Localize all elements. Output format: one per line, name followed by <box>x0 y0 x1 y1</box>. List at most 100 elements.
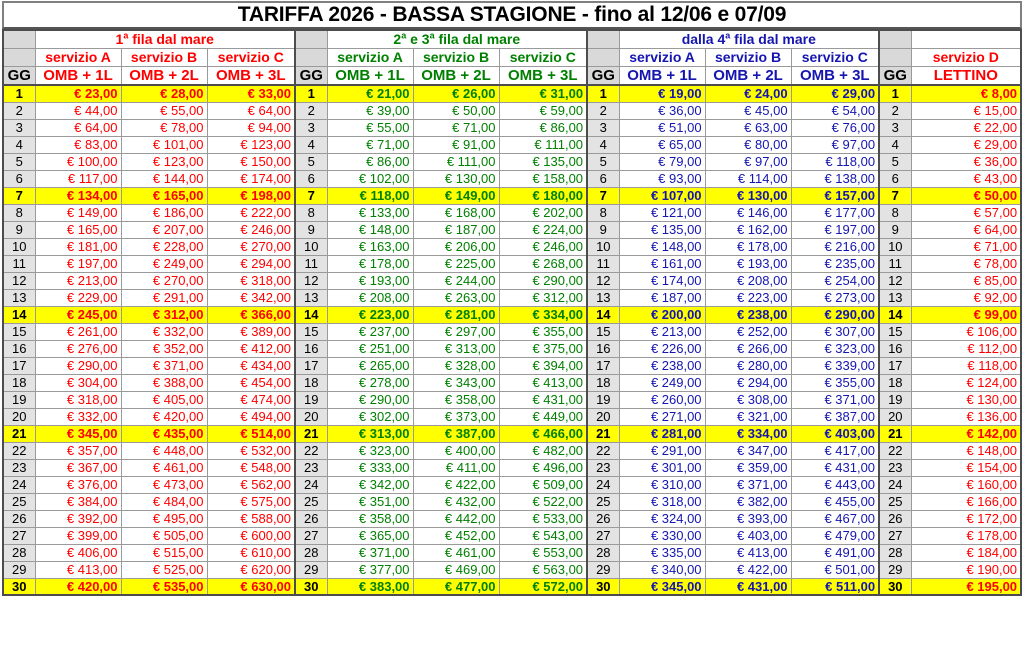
day-cell-fila4-4: 4 <box>586 135 620 154</box>
service-header-lettino-1: servizio D <box>910 47 1023 67</box>
price-cell-fila4-1-day27: € 330,00 <box>618 526 706 545</box>
price-cell-fila1-1-day25: € 384,00 <box>34 492 122 511</box>
price-cell-lettino-1-day15: € 106,00 <box>910 322 1023 341</box>
day-cell-fila23-16: 16 <box>294 339 328 358</box>
price-cell-fila4-1-day3: € 51,00 <box>618 118 706 137</box>
day-cell-fila23-29: 29 <box>294 560 328 579</box>
price-cell-fila1-2-day25: € 484,00 <box>120 492 208 511</box>
day-cell-fila4-20: 20 <box>586 407 620 426</box>
column-header-fila4-2: OMB + 2L <box>704 65 792 86</box>
group-label-lettino <box>910 29 1023 49</box>
price-cell-fila23-1-day16: € 251,00 <box>326 339 414 358</box>
price-cell-fila1-3-day19: € 474,00 <box>206 390 296 409</box>
service-gg-spacer-lettino <box>878 47 912 67</box>
day-cell-fila23-21: 21 <box>294 424 328 443</box>
price-cell-fila23-2-day16: € 313,00 <box>412 339 500 358</box>
price-cell-fila4-2-day25: € 382,00 <box>704 492 792 511</box>
service-header-fila4-3: servizio C <box>790 47 880 67</box>
service-header-fila23-1: servizio A <box>326 47 414 67</box>
price-cell-fila23-2-day23: € 411,00 <box>412 458 500 477</box>
price-cell-fila23-2-day30: € 477,00 <box>412 577 500 596</box>
day-cell-fila1-27: 27 <box>2 526 36 545</box>
price-cell-fila4-1-day2: € 36,00 <box>618 101 706 120</box>
day-cell-fila23-19: 19 <box>294 390 328 409</box>
price-cell-fila23-1-day11: € 178,00 <box>326 254 414 273</box>
price-cell-fila1-1-day1: € 23,00 <box>34 84 122 103</box>
price-cell-fila23-1-day21: € 313,00 <box>326 424 414 443</box>
price-cell-fila1-2-day30: € 535,00 <box>120 577 208 596</box>
price-cell-lettino-1-day24: € 160,00 <box>910 475 1023 494</box>
day-cell-lettino-10: 10 <box>878 237 912 256</box>
day-cell-fila23-30: 30 <box>294 577 328 596</box>
service-header-fila4-2: servizio B <box>704 47 792 67</box>
service-gg-spacer-fila23 <box>294 47 328 67</box>
price-cell-fila4-1-day23: € 301,00 <box>618 458 706 477</box>
price-cell-fila4-2-day1: € 24,00 <box>704 84 792 103</box>
price-cell-lettino-1-day11: € 78,00 <box>910 254 1023 273</box>
day-cell-fila23-18: 18 <box>294 373 328 392</box>
service-header-fila4-1: servizio A <box>618 47 706 67</box>
price-cell-lettino-1-day6: € 43,00 <box>910 169 1023 188</box>
day-cell-lettino-28: 28 <box>878 543 912 562</box>
price-cell-fila1-3-day4: € 123,00 <box>206 135 296 154</box>
table-row: 6 € 117,00 € 144,00 € 174,00 6 € 102,00 € 130,… <box>2 169 1023 188</box>
gg-header-fila4: GG <box>586 65 620 86</box>
day-cell-fila23-3: 3 <box>294 118 328 137</box>
price-cell-lettino-1-day5: € 36,00 <box>910 152 1023 171</box>
price-cell-fila1-3-day16: € 412,00 <box>206 339 296 358</box>
day-cell-fila1-21: 21 <box>2 424 36 443</box>
day-cell-lettino-19: 19 <box>878 390 912 409</box>
price-cell-lettino-1-day3: € 22,00 <box>910 118 1023 137</box>
price-cell-fila4-2-day8: € 146,00 <box>704 203 792 222</box>
day-cell-lettino-11: 11 <box>878 254 912 273</box>
price-cell-fila23-2-day22: € 400,00 <box>412 441 500 460</box>
price-cell-fila23-3-day26: € 533,00 <box>498 509 588 528</box>
price-cell-fila1-1-day17: € 290,00 <box>34 356 122 375</box>
price-cell-fila4-1-day29: € 340,00 <box>618 560 706 579</box>
column-header-row: GG OMB + 1L OMB + 2L OMB + 3L GG OMB + 1L OMB … <box>2 65 1023 86</box>
price-cell-fila23-2-day11: € 225,00 <box>412 254 500 273</box>
price-cell-fila23-1-day25: € 351,00 <box>326 492 414 511</box>
price-cell-fila1-2-day27: € 505,00 <box>120 526 208 545</box>
price-cell-fila23-3-day24: € 509,00 <box>498 475 588 494</box>
price-cell-fila4-3-day18: € 355,00 <box>790 373 880 392</box>
table-row: 2 € 44,00 € 55,00 € 64,00 2 € 39,00 € 50,00 € 5… <box>2 101 1023 120</box>
price-cell-fila4-3-day10: € 216,00 <box>790 237 880 256</box>
price-cell-fila23-2-day5: € 111,00 <box>412 152 500 171</box>
price-cell-fila4-3-day22: € 417,00 <box>790 441 880 460</box>
price-cell-fila4-2-day22: € 347,00 <box>704 441 792 460</box>
day-cell-lettino-26: 26 <box>878 509 912 528</box>
price-cell-fila23-1-day3: € 55,00 <box>326 118 414 137</box>
day-cell-fila1-25: 25 <box>2 492 36 511</box>
price-cell-fila1-3-day10: € 270,00 <box>206 237 296 256</box>
day-cell-fila1-6: 6 <box>2 169 36 188</box>
day-cell-lettino-13: 13 <box>878 288 912 307</box>
price-cell-fila4-1-day11: € 161,00 <box>618 254 706 273</box>
price-cell-fila1-3-day12: € 318,00 <box>206 271 296 290</box>
price-cell-fila4-1-day15: € 213,00 <box>618 322 706 341</box>
day-cell-lettino-25: 25 <box>878 492 912 511</box>
price-cell-lettino-1-day13: € 92,00 <box>910 288 1023 307</box>
price-cell-fila23-1-day6: € 102,00 <box>326 169 414 188</box>
price-cell-fila1-2-day23: € 461,00 <box>120 458 208 477</box>
day-cell-fila4-18: 18 <box>586 373 620 392</box>
price-cell-fila23-3-day22: € 482,00 <box>498 441 588 460</box>
price-cell-fila23-2-day17: € 328,00 <box>412 356 500 375</box>
price-cell-fila1-1-day18: € 304,00 <box>34 373 122 392</box>
page-title: TARIFFA 2026 - BASSA STAGIONE - fino al … <box>2 1 1022 29</box>
price-cell-fila23-1-day1: € 21,00 <box>326 84 414 103</box>
price-cell-fila4-2-day2: € 45,00 <box>704 101 792 120</box>
price-cell-fila23-2-day9: € 187,00 <box>412 220 500 239</box>
table-row: 17 € 290,00 € 371,00 € 434,00 17 € 265,00 € 32… <box>2 356 1023 375</box>
price-cell-fila23-3-day7: € 180,00 <box>498 186 588 205</box>
page-title-text: TARIFFA 2026 - BASSA STAGIONE - fino al … <box>237 3 787 26</box>
price-cell-fila23-2-day20: € 373,00 <box>412 407 500 426</box>
price-cell-fila23-3-day9: € 224,00 <box>498 220 588 239</box>
price-cell-fila23-3-day12: € 290,00 <box>498 271 588 290</box>
price-cell-fila23-3-day13: € 312,00 <box>498 288 588 307</box>
price-cell-fila1-1-day22: € 357,00 <box>34 441 122 460</box>
day-cell-fila23-2: 2 <box>294 101 328 120</box>
group-gg-spacer-lettino <box>878 29 912 49</box>
group-gg-spacer-fila23 <box>294 29 328 49</box>
